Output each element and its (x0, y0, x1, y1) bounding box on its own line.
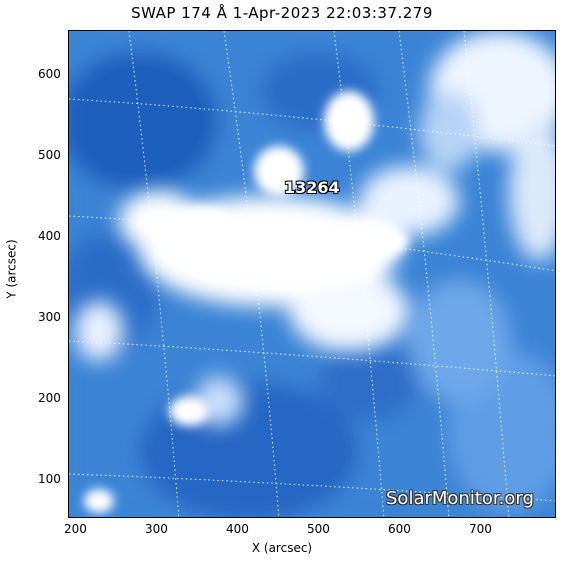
x-tick-label: 200 (64, 522, 87, 536)
y-tick-label: 400 (38, 229, 61, 243)
x-tick-label: 700 (469, 522, 492, 536)
x-tick-label: 300 (145, 522, 168, 536)
solar-image (69, 31, 555, 517)
active-region-label: 13264 (284, 178, 340, 197)
y-tick-label: 100 (38, 472, 61, 486)
watermark: SolarMonitor.org (386, 488, 534, 509)
y-tick-label: 300 (38, 310, 61, 324)
y-axis-label: Y (arcsec) (4, 239, 19, 299)
map-title: SWAP 174 Å 1-Apr-2023 22:03:37.279 (131, 4, 433, 22)
x-tick-label: 400 (226, 522, 249, 536)
x-tick-label: 500 (307, 522, 330, 536)
solar-map (68, 30, 556, 518)
y-tick-label: 200 (38, 391, 61, 405)
y-tick-label: 600 (38, 67, 61, 81)
y-tick-label: 500 (38, 148, 61, 162)
x-axis-label: X (arcsec) (251, 541, 313, 555)
x-tick-label: 600 (388, 522, 411, 536)
